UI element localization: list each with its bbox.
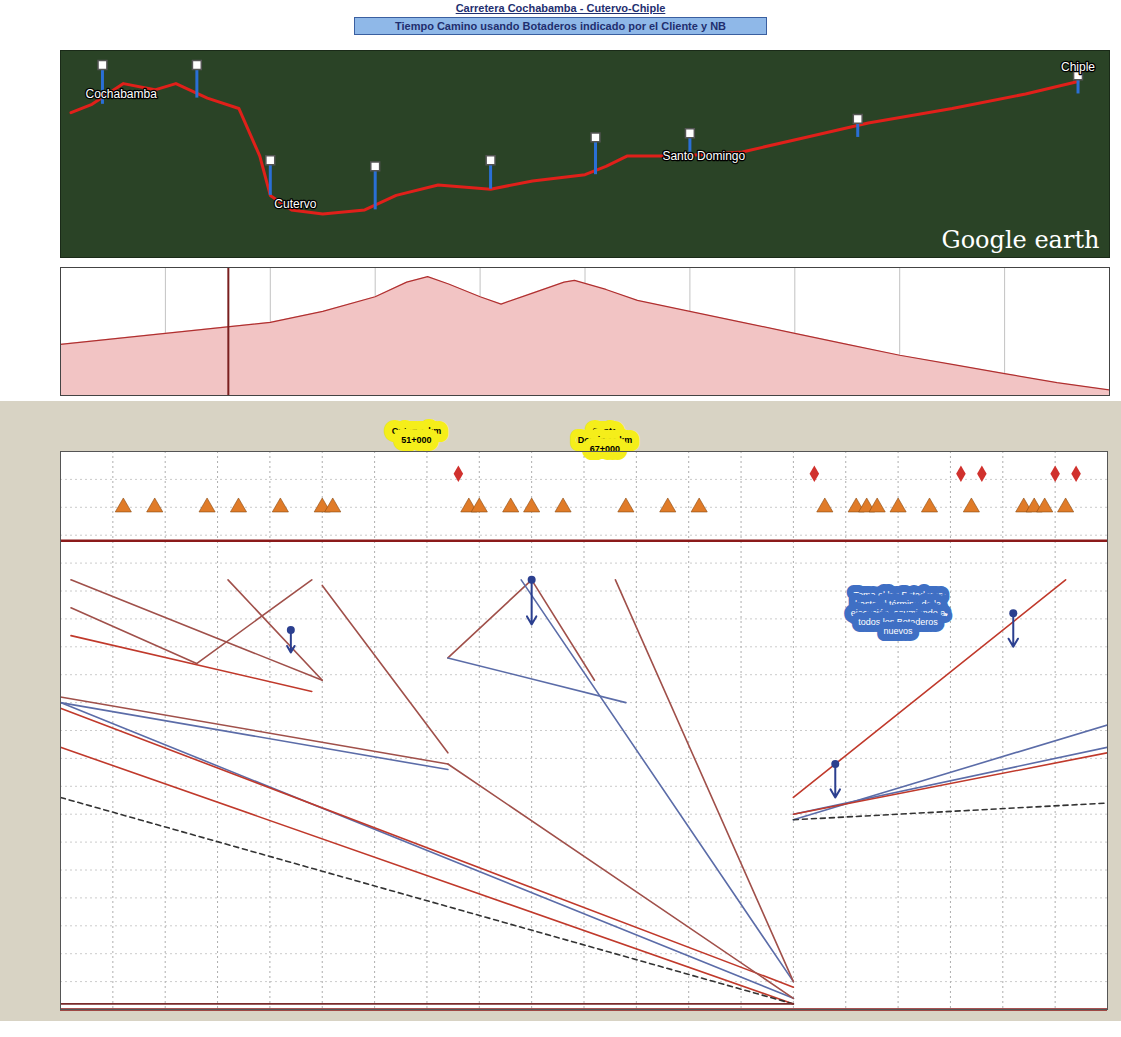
svg-text:Google earth: Google earth (941, 226, 1099, 254)
svg-text:Toma el los Botaderoshasta el: Toma el los Botaderoshasta el término de… (851, 590, 946, 636)
svg-text:Cochabamba: Cochabamba (85, 87, 157, 101)
svg-text:Cutervo km51+000: Cutervo km51+000 (392, 426, 442, 445)
svg-text:Chiple: Chiple (1061, 60, 1095, 74)
svg-text:Santo Domingo: Santo Domingo (662, 149, 745, 163)
svg-text:SantoDomingo km67+000: SantoDomingo km67+000 (578, 426, 633, 454)
svg-text:Cutervo: Cutervo (274, 197, 316, 211)
html-text:Carretera Cochabamba - Cutervo: Carretera Cochabamba - Cutervo-Chiple (455, 2, 666, 14)
html-text:Tiempo Camino usando Botaderos: Tiempo Camino usando Botaderos indicado … (395, 20, 726, 32)
